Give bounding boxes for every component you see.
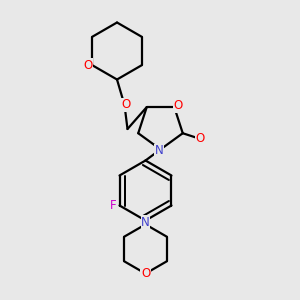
Text: F: F (110, 199, 116, 212)
Text: O: O (122, 98, 130, 112)
Text: O: O (141, 267, 150, 280)
Text: O: O (173, 99, 182, 112)
Text: O: O (83, 59, 92, 72)
Text: O: O (195, 132, 205, 145)
Text: N: N (154, 144, 164, 158)
Text: N: N (141, 215, 150, 229)
